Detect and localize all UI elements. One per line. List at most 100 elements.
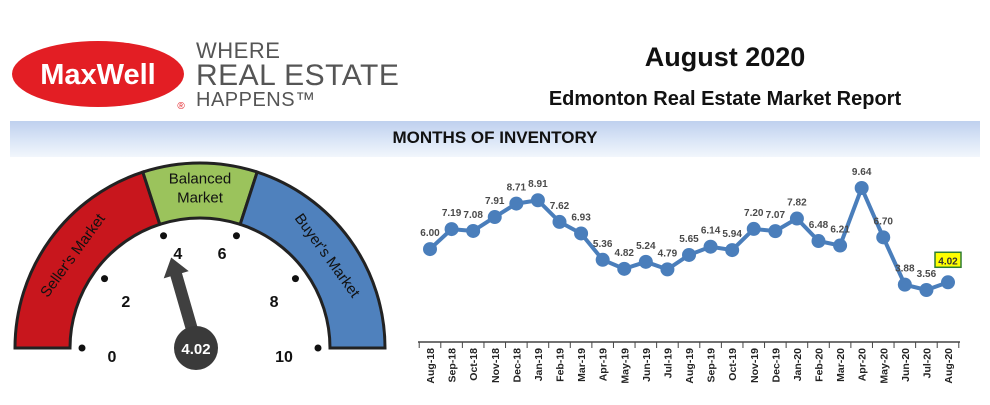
tagline-line-3: HAPPENS™: [196, 89, 316, 111]
x-axis-category-label: Aug-19: [684, 348, 696, 384]
data-label: 5.24: [636, 241, 656, 252]
maxwell-logo: MaxWell ®: [12, 41, 185, 112]
gauge-tick-label: 4: [173, 246, 182, 263]
data-point: [919, 283, 934, 297]
gauge-segment-label-line-1: Balanced: [169, 171, 232, 188]
data-label: 7.62: [550, 201, 570, 212]
x-axis-category-label: Jun-19: [641, 348, 653, 382]
data-point: [768, 224, 783, 239]
data-label: 7.19: [442, 208, 462, 219]
gauge-tick-label: 0: [108, 349, 117, 366]
tagline-line-2: REAL ESTATE: [196, 59, 400, 92]
gauge-tick-dot: [314, 344, 322, 352]
data-point: [725, 243, 740, 258]
gauge-tick-label: 6: [218, 246, 227, 263]
data-label: 5.65: [679, 234, 699, 245]
data-point: [789, 211, 804, 226]
data-label: 7.91: [485, 196, 505, 207]
data-label: 6.70: [874, 216, 894, 227]
x-axis-category-label: Apr-19: [598, 348, 610, 381]
x-axis-category-label: Dec-19: [770, 348, 782, 383]
data-point: [509, 196, 524, 211]
data-point: [530, 193, 545, 208]
data-label: 5.36: [593, 239, 613, 250]
data-point: [617, 261, 632, 276]
gauge-segment: [238, 170, 387, 350]
data-label-highlight-box: [934, 251, 962, 269]
data-label: 4.79: [658, 248, 678, 259]
gauge-needle: [163, 257, 201, 342]
data-point: [811, 234, 826, 249]
x-axis-category-label: Aug-18: [425, 348, 437, 384]
data-point: [746, 221, 761, 236]
data-point: [595, 252, 610, 267]
data-label: 4.82: [615, 248, 635, 259]
data-label: 8.91: [528, 179, 548, 190]
x-axis-category-label: Oct-19: [727, 348, 739, 381]
data-point: [854, 181, 869, 195]
x-axis-category-label: May-19: [619, 348, 631, 384]
section-banner-label: MONTHS OF INVENTORY: [392, 128, 598, 147]
logo-text: MaxWell: [40, 59, 156, 91]
x-axis-category-label: Jan-20: [792, 348, 804, 381]
data-point: [660, 262, 675, 277]
x-axis-category-label: Sep-19: [706, 348, 718, 383]
x-axis-category-label: Aug-20: [943, 348, 955, 384]
data-label: 9.64: [852, 167, 872, 178]
data-point: [487, 210, 502, 225]
x-axis-category-label: Jul-19: [662, 348, 674, 379]
data-label: 7.20: [744, 208, 764, 219]
data-point: [941, 275, 955, 290]
x-axis-category-label: Jun-20: [900, 348, 912, 382]
gauge-tick-label: 10: [275, 349, 293, 366]
x-axis-category-label: Nov-19: [749, 348, 761, 383]
x-axis-category-label: Mar-20: [835, 348, 847, 382]
gauge-value-badge: [174, 326, 218, 370]
gauge-segment: [13, 170, 162, 350]
data-point: [574, 226, 589, 241]
data-label: 3.88: [895, 264, 915, 275]
gauge-tick-dot: [78, 344, 86, 352]
x-axis-category-label: Apr-20: [857, 348, 869, 381]
data-point: [423, 242, 437, 257]
gauge-value-label: 4.02: [181, 341, 210, 358]
x-axis-category-label: Dec-18: [511, 348, 523, 383]
data-label: 6.14: [701, 226, 721, 237]
data-point: [552, 214, 567, 229]
gauge-segment-label-line-2: Market: [177, 190, 224, 207]
section-banner: [10, 121, 980, 157]
x-axis-category-label: Mar-19: [576, 348, 588, 382]
data-label: 6.00: [420, 228, 440, 239]
data-label: 7.07: [766, 210, 786, 221]
gauge-tick-dot: [291, 275, 299, 283]
x-axis-category-label: May-20: [878, 348, 890, 384]
report-subtitle: Edmonton Real Estate Market Report: [548, 88, 902, 110]
gauge-tick-dot: [101, 275, 109, 283]
x-axis-category-label: Oct-18: [468, 348, 480, 381]
gauge-tick-label: 2: [121, 294, 130, 311]
data-point: [638, 254, 653, 269]
data-label: 6.48: [809, 220, 829, 231]
data-label: 6.21: [830, 225, 850, 236]
gauge-tick-dot: [160, 232, 168, 240]
data-label: 3.56: [917, 269, 937, 280]
data-label: 7.82: [787, 198, 807, 209]
registered-mark: ®: [177, 101, 185, 112]
data-label: 4.02: [938, 256, 958, 267]
x-axis-category-label: Sep-18: [447, 348, 459, 383]
x-axis-category-label: Jan-19: [533, 348, 545, 381]
inventory-line-chart: 6.007.19 7.087.918.71 8.917.626.93 5.364.82…: [418, 167, 962, 384]
data-point: [876, 230, 891, 245]
data-label: 5.94: [722, 229, 742, 240]
data-point: [703, 239, 718, 254]
report-title: August 2020: [644, 42, 806, 72]
data-label: 7.08: [463, 210, 483, 221]
x-axis-category-label: Jul-20: [921, 348, 933, 379]
gauge-tick-label: 8: [270, 294, 279, 311]
data-point: [466, 223, 481, 238]
x-axis-category-label: Nov-18: [490, 348, 502, 383]
data-point: [833, 238, 848, 253]
data-label: 8.71: [507, 183, 527, 194]
data-point: [682, 247, 696, 262]
